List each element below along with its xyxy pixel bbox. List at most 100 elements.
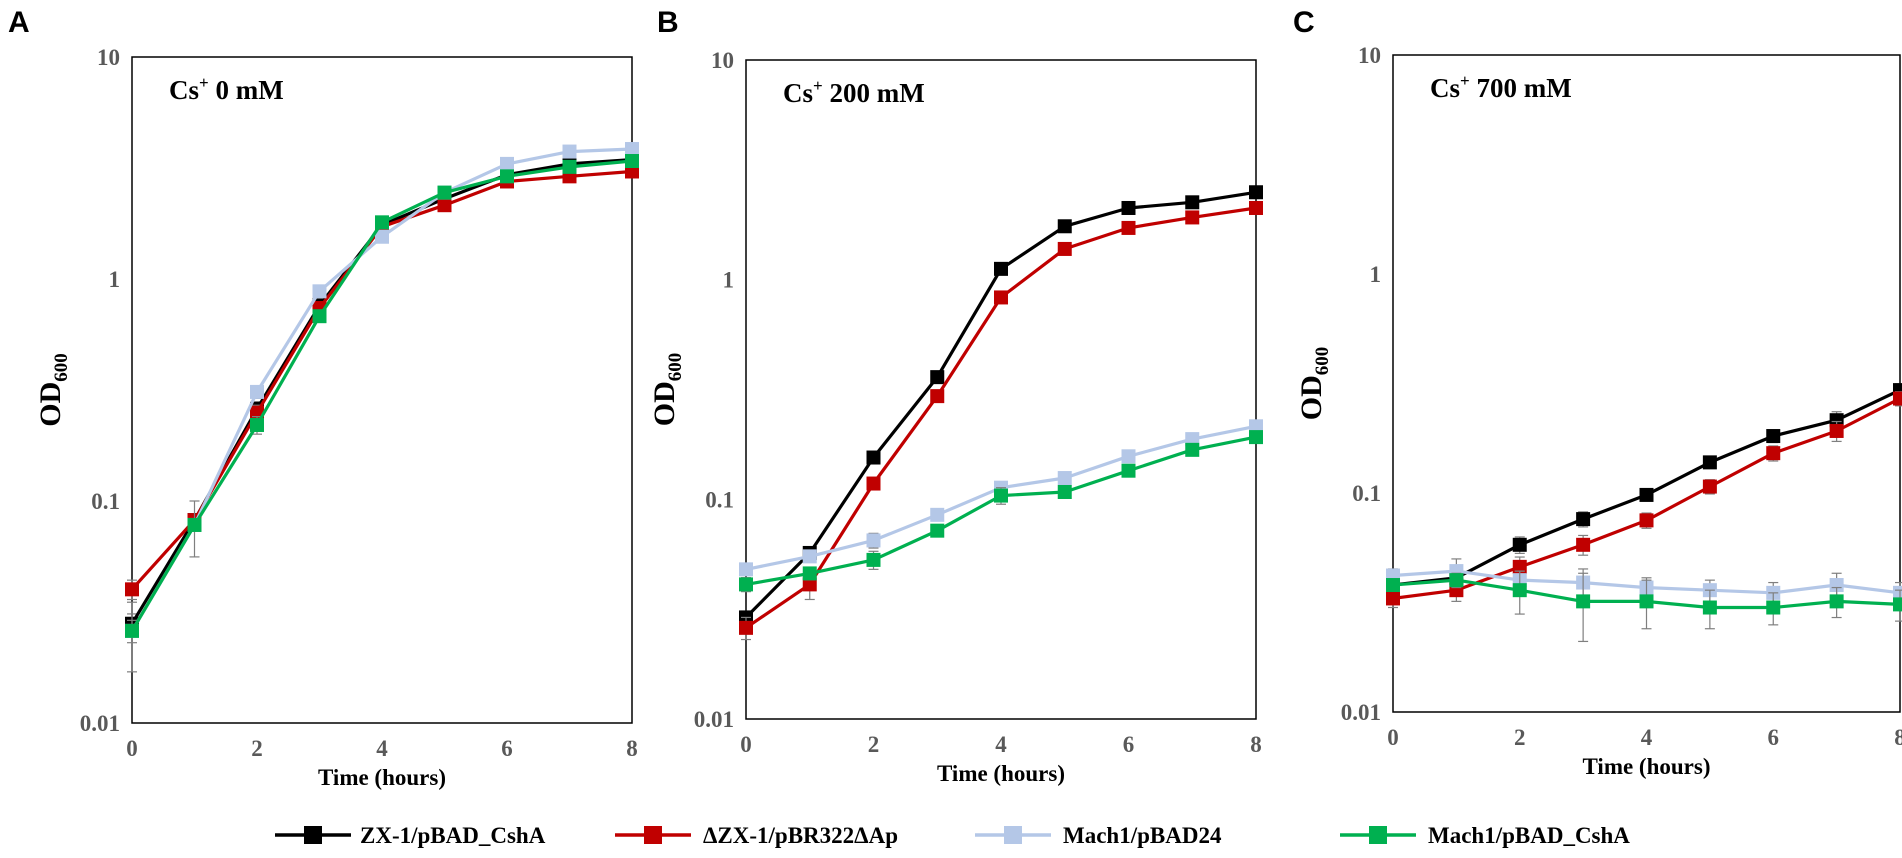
series-layer-a [125,142,639,673]
x-tick-label: 0 [1387,725,1399,750]
panel-label-c: C [1293,6,1315,39]
data-point [625,154,639,169]
condition-concentration: 0 mM [209,75,284,105]
legend-label: ΔZX-1/pBR322ΔAp [703,823,898,848]
x-tick-label: 2 [1514,725,1526,750]
x-tick-label: 8 [1894,725,1902,750]
data-point [1057,484,1072,499]
x-tick-label: 6 [501,736,513,761]
data-point [739,562,753,577]
y-tick-label: 1 [1370,262,1382,287]
y-ticks-a: 0.01 0.1 1 10 [80,45,120,736]
data-point [1512,583,1527,598]
data-point [802,566,817,581]
panel-c: C 0.01 0.1 1 10 0 2 4 6 8 Time (hours) O… [1293,6,1902,779]
data-point [375,215,389,230]
y-axis-title-b: OD600 [648,353,686,427]
data-point [562,159,577,174]
series-Mach1/pBAD_CshA [125,154,639,673]
data-point [1702,455,1717,470]
condition-label-c: Cs+ 700 mM [1430,71,1572,103]
data-point [437,198,452,213]
condition-charge: + [813,76,823,95]
y-tick-label: 10 [711,48,734,73]
data-point [930,523,945,538]
data-point [1185,210,1200,225]
panel-label-b: B [657,6,679,39]
data-point [562,144,577,159]
series-ΔZX-1/pBR322ΔAp [125,164,639,601]
data-point [1893,597,1902,612]
data-point [1121,200,1136,215]
data-point [1449,573,1464,588]
legend-marker-swatch [304,826,322,844]
x-tick-label: 6 [1768,725,1780,750]
condition-label-a: Cs+ 0 mM [169,73,284,105]
x-tick-label: 4 [1641,725,1653,750]
panel-b: B 0.01 0.1 1 10 0 2 4 6 8 Time (hours) O… [648,6,1263,786]
series-Mach1/pBAD_CshA [739,430,1263,593]
condition-label-b: Cs+ 200 mM [783,76,925,108]
data-point [187,517,202,532]
legend-label: ZX-1/pBAD_CshA [360,823,546,848]
x-ticks-c: 0 2 4 6 8 [1387,725,1902,750]
data-point [739,620,753,635]
y-axis-title-main: OD [34,382,67,427]
data-point [1249,419,1263,434]
data-point [1185,432,1200,447]
data-point [994,261,1008,276]
data-point [866,552,881,567]
data-point [1893,585,1902,600]
legend-marker-swatch [1004,826,1022,844]
series-ZX-1/pBAD_CshA [1386,383,1902,594]
data-point [500,156,514,171]
data-point [125,582,139,597]
y-tick-label: 0.01 [1341,700,1381,725]
panel-a: A 0.01 0.1 1 10 0 2 4 6 8 Time (hours) O… [8,6,639,790]
series-Mach1/pBAD24 [739,419,1263,577]
data-point [1766,446,1781,461]
data-point [1766,429,1781,444]
data-point [802,577,817,592]
data-point [312,309,327,324]
legend-label: Mach1/pBAD_CshA [1428,823,1630,848]
x-tick-label: 4 [376,736,388,761]
x-axis-title-a: Time (hours) [318,765,446,790]
x-tick-label: 0 [740,732,752,757]
condition-charge: + [1460,71,1470,90]
legend-marker-swatch [1369,826,1387,844]
data-point [1829,594,1844,609]
data-point [1057,219,1072,234]
x-tick-label: 8 [1250,732,1262,757]
data-point [802,549,817,564]
data-point [1766,600,1781,615]
data-point [1057,471,1072,486]
y-axis-title-subscript: 600 [1312,347,1333,376]
y-tick-label: 0.1 [705,487,734,512]
data-point [1893,391,1902,406]
data-point [250,417,264,432]
data-point [1121,220,1136,235]
data-point [375,229,389,244]
y-tick-label: 0.1 [91,489,120,514]
data-point [930,370,945,385]
legend-item: Mach1/pBAD_CshA [1340,823,1630,848]
y-ticks-b: 0.01 0.1 1 10 [694,48,734,732]
y-axis-title-subscript: 600 [665,353,686,382]
data-point [1512,537,1527,552]
data-point [866,476,881,491]
data-point [930,389,945,404]
series-ZX-1/pBAD_CshA [739,185,1263,625]
data-point [866,450,881,465]
plot-area-b [745,59,1257,720]
y-tick-label: 0.01 [80,711,120,736]
y-tick-label: 0.1 [1352,481,1381,506]
series-layer-b [739,185,1263,641]
condition-concentration: 200 mM [823,78,925,108]
data-point [1249,200,1263,215]
series-line [1392,388,1901,587]
y-tick-label: 10 [1358,43,1381,68]
legend-item: ZX-1/pBAD_CshA [275,823,546,848]
y-axis-title-subscript: 600 [51,353,72,382]
